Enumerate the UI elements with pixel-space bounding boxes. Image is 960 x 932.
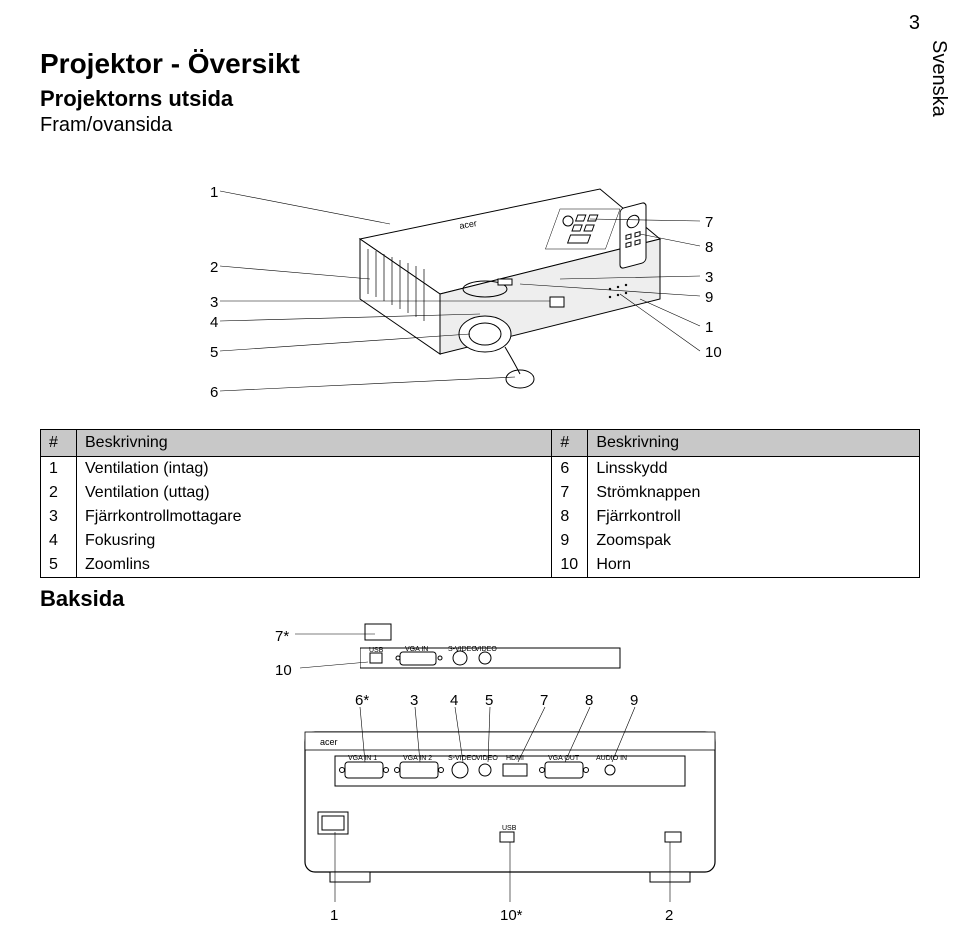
- callout-3r: 3: [705, 269, 713, 286]
- callout-9m: 9: [630, 692, 638, 709]
- table-header-num1: #: [41, 430, 77, 457]
- front-diagram: 1 2 3 4 5 6 7 8 3 9 1 10: [120, 149, 840, 419]
- projector-illustration: acer: [320, 179, 690, 409]
- svg-text:VIDEO: VIDEO: [475, 646, 497, 653]
- small-connector-panel: HDMI USB VGA IN S-VIDEO VIDEO: [360, 622, 640, 677]
- svg-text:HDMI: HDMI: [370, 622, 388, 624]
- section-title: Projektorns utsida: [40, 86, 920, 112]
- page-number: 3: [909, 12, 920, 35]
- subsection-title: Fram/ovansida: [40, 114, 920, 137]
- callout-5: 5: [210, 344, 218, 361]
- callout-8: 8: [705, 239, 713, 256]
- callout-5m: 5: [485, 692, 493, 709]
- callout-2b: 2: [665, 907, 673, 924]
- svg-text:S-VIDEO: S-VIDEO: [448, 755, 477, 762]
- svg-text:HDMI: HDMI: [506, 755, 524, 762]
- callout-10: 10: [705, 344, 722, 361]
- callout-9: 9: [705, 289, 713, 306]
- rear-diagram: 7* 10 HDMI USB VGA IN S-VIDEO VIDEO 6* 3…: [120, 622, 840, 932]
- table-row: 4Fokusring9Zoomspak: [41, 529, 920, 553]
- table-row: 1Ventilation (intag)6Linsskydd: [41, 457, 920, 482]
- callout-3l: 3: [210, 294, 218, 311]
- callout-7star: 7*: [275, 628, 289, 645]
- callout-4: 4: [210, 314, 218, 331]
- callout-7m: 7: [540, 692, 548, 709]
- page-title: Projektor - Översikt: [40, 48, 920, 80]
- table-header-num2: #: [552, 430, 588, 457]
- callout-1b: 1: [330, 907, 338, 924]
- description-table: # Beskrivning # Beskrivning 1Ventilation…: [40, 429, 920, 578]
- table-row: 5Zoomlins10Horn: [41, 553, 920, 578]
- callout-4m: 4: [450, 692, 458, 709]
- svg-text:USB: USB: [369, 647, 384, 654]
- svg-text:VGA IN 2: VGA IN 2: [403, 755, 432, 762]
- callout-1r: 1: [705, 319, 713, 336]
- callout-6star: 6*: [355, 692, 369, 709]
- svg-text:VGA IN 1: VGA IN 1: [348, 755, 377, 762]
- callout-8m: 8: [585, 692, 593, 709]
- rear-panel-illustration: acer VGA IN 1 VGA IN 2 S-VIDEO VIDEO HDM…: [300, 712, 720, 902]
- svg-text:VIDEO: VIDEO: [476, 755, 498, 762]
- callout-10top: 10: [275, 662, 292, 679]
- table-header-desc2: Beskrivning: [588, 430, 920, 457]
- callout-10starbot: 10*: [500, 907, 523, 924]
- svg-text:USB: USB: [502, 825, 517, 832]
- callout-3m: 3: [410, 692, 418, 709]
- table-row: 3Fjärrkontrollmottagare8Fjärrkontroll: [41, 505, 920, 529]
- table-header-desc1: Beskrivning: [77, 430, 552, 457]
- language-label: Svenska: [927, 40, 950, 117]
- rear-title: Baksida: [40, 586, 920, 612]
- callout-6: 6: [210, 384, 218, 401]
- table-row: 2Ventilation (uttag)7Strömknappen: [41, 481, 920, 505]
- svg-text:acer: acer: [320, 737, 338, 747]
- svg-text:AUDIO IN: AUDIO IN: [596, 755, 627, 762]
- callout-7: 7: [705, 214, 713, 231]
- svg-text:S-VIDEO: S-VIDEO: [448, 646, 477, 653]
- callout-1: 1: [210, 184, 218, 201]
- svg-text:VGA IN: VGA IN: [405, 646, 428, 653]
- svg-text:VGA OUT: VGA OUT: [548, 755, 580, 762]
- callout-2: 2: [210, 259, 218, 276]
